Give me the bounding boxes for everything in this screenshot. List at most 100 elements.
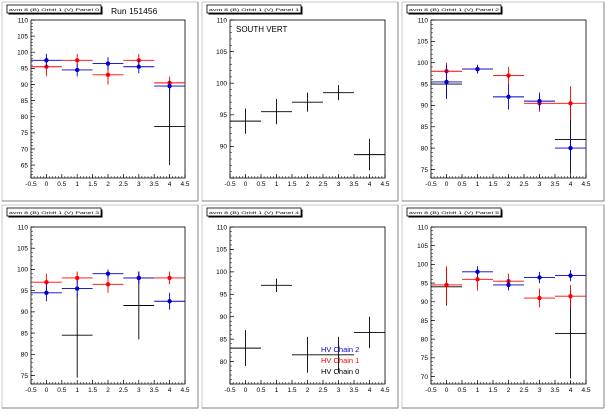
y-tick-label: 100 [417, 262, 428, 269]
x-axis: -0.5 0 0.5 1 1.5 2 2.5 3 3.5 4 4.5 [224, 380, 390, 394]
x-tick-label: 2 [507, 387, 511, 394]
y-tick-label: 90 [21, 309, 29, 316]
x-tick-label: -0.5 [25, 387, 37, 394]
data-point [524, 288, 555, 308]
series-1 [431, 266, 586, 308]
x-tick-label: 4.5 [380, 181, 389, 188]
y-tick-label: 95 [21, 288, 29, 295]
data-point [154, 87, 185, 166]
y-tick-label: 70 [421, 374, 429, 381]
y-tick-label: 75 [421, 355, 429, 362]
marker [506, 94, 511, 100]
marker [506, 282, 511, 288]
marker [537, 98, 542, 104]
data-point [154, 81, 185, 91]
x-axis: -0.5 0 0.5 1 1.5 2 2.5 3 3.5 4 4.5 [425, 380, 591, 394]
marker [105, 282, 111, 287]
y-tick-label: 95 [421, 280, 429, 287]
data-point [230, 108, 261, 134]
marker [444, 79, 449, 85]
y-tick-label: 95 [21, 66, 29, 73]
title-box-border [206, 207, 302, 217]
pad-6[interactable]: avm 8 (B) Orbit 1 (V) Panel 5 -0.5 0 0.5 1 1.… [401, 204, 605, 409]
x-tick-label: 2 [106, 387, 110, 394]
title-box-border [206, 4, 302, 14]
title-box: avm 8 (B) Orbit 1 (V) Panel 4 [206, 207, 303, 218]
run-label: Run 151456 [111, 6, 158, 16]
data-point [431, 266, 462, 304]
pad-frame [201, 204, 399, 409]
chart-title: avm 8 (B) Orbit 1 (V) Panel 5 [409, 210, 500, 215]
y-axis: 70 75 80 85 90 95 100 105 110 [417, 224, 435, 385]
data-point [555, 284, 586, 308]
x-tick-label: 2.5 [318, 387, 327, 394]
pad-frame [401, 204, 605, 409]
y-tick-label: 110 [18, 17, 29, 24]
marker [136, 64, 141, 69]
title-box: avm 8 (B) Orbit 1 (V) Panel 3 [6, 207, 103, 218]
x-tick-label: 4 [168, 387, 172, 394]
x-tick-label: 1.5 [287, 181, 296, 188]
series-2 [31, 269, 185, 310]
x-tick-label: 3.5 [150, 387, 159, 394]
x-tick-label: 3.5 [550, 387, 559, 394]
series-0 [230, 85, 385, 171]
title-box: avm 8 (B) Orbit 1 (V) Panel 2 [406, 4, 503, 15]
y-tick-label: 105 [216, 49, 227, 56]
x-tick-label: 0 [45, 181, 49, 188]
marker [44, 64, 49, 69]
y-axis: 90 95 100 105 110 [216, 17, 234, 179]
pad-3[interactable]: avm 8 (B) Orbit 1 (V) Panel 2 -0.5 0 0.5 1 1.… [401, 1, 605, 202]
x-tick-label: 0.5 [256, 181, 265, 188]
data-point [61, 63, 93, 77]
y-tick-label: 110 [217, 17, 228, 24]
pad-2[interactable]: avm 8 (B) Orbit 1 (V) Panel 1 -0.5 0 0.5 1 1.… [201, 1, 399, 202]
data-point [354, 138, 385, 171]
data-point [123, 60, 155, 74]
data-point [493, 66, 524, 85]
x-tick-label: 0 [445, 387, 449, 394]
data-point [354, 316, 385, 349]
x-axis: -0.5 0 0.5 1 1.5 2 2.5 3 3.5 4 4.5 [25, 174, 190, 188]
x-tick-label: -0.5 [25, 181, 37, 188]
marker [568, 293, 573, 299]
y-axis: 75 80 85 90 95 100 105 110 [17, 224, 35, 385]
data-point [123, 271, 155, 285]
marker [136, 275, 141, 281]
marker [75, 67, 80, 73]
pad-1[interactable]: avm 8 (B) Orbit 1 (V) Panel 0 -0.5 0 0.5 1 1.… [1, 1, 199, 202]
y-tick-label: 90 [220, 144, 228, 151]
y-tick-label: 90 [21, 82, 29, 89]
x-tick-label: 3.5 [550, 181, 559, 188]
x-tick-label: 3 [538, 181, 542, 188]
x-tick-label: 2 [106, 181, 110, 188]
y-tick-label: 110 [418, 224, 429, 231]
title-box: avm 8 (B) Orbit 1 (V) Panel 1 [206, 4, 303, 15]
legend-entry: HV Chain 2 [321, 345, 359, 354]
marker [44, 279, 49, 285]
y-tick-label: 105 [17, 246, 28, 253]
data-point [92, 275, 124, 293]
pad-5[interactable]: avm 8 (B) Orbit 1 (V) Panel 4 -0.5 0 0.5 1 1.… [201, 204, 399, 409]
x-tick-label: 0 [45, 387, 49, 394]
data-point [323, 336, 354, 373]
y-tick-label: 65 [21, 162, 29, 169]
x-tick-label: 0.5 [457, 181, 466, 188]
x-tick-label: 0.5 [57, 181, 66, 188]
x-tick-label: 4 [168, 181, 172, 188]
pad-frame [1, 1, 199, 202]
data-point [462, 266, 493, 278]
y-tick-label: 75 [421, 167, 429, 174]
y-tick-label: 90 [220, 314, 228, 321]
y-tick-label: 85 [21, 330, 29, 337]
y-tick-label: 95 [220, 112, 228, 119]
x-tick-label: 4 [368, 387, 372, 394]
marker [105, 61, 111, 66]
y-tick-label: 100 [417, 60, 428, 67]
x-tick-label: 2.5 [519, 181, 528, 188]
title-box-border [406, 4, 502, 14]
pad-4[interactable]: avm 8 (B) Orbit 1 (V) Panel 3 -0.5 0 0.5 1 1.… [1, 204, 199, 409]
y-tick-label: 110 [217, 224, 228, 231]
